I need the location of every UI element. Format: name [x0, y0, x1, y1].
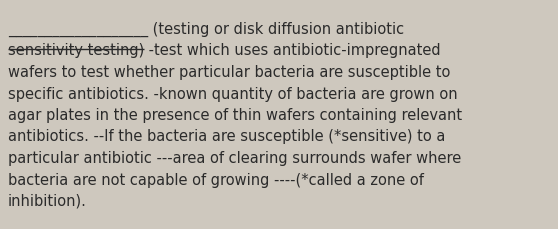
Text: antibiotics. --If the bacteria are susceptible (*sensitive) to a: antibiotics. --If the bacteria are susce…	[8, 129, 445, 144]
Text: particular antibiotic ---area of clearing surrounds wafer where: particular antibiotic ---area of clearin…	[8, 150, 461, 165]
Text: bacteria are not capable of growing ----(*called a zone of: bacteria are not capable of growing ----…	[8, 172, 424, 187]
Text: specific antibiotics. -known quantity of bacteria are grown on: specific antibiotics. -known quantity of…	[8, 86, 458, 101]
Text: agar plates in the presence of thin wafers containing relevant: agar plates in the presence of thin wafe…	[8, 108, 462, 123]
Text: inhibition).: inhibition).	[8, 193, 87, 208]
Text: ___________________: ___________________	[8, 22, 148, 37]
Text: -test which uses antibiotic-impregnated: -test which uses antibiotic-impregnated	[145, 43, 441, 58]
Text: sensitivity testing): sensitivity testing)	[8, 43, 145, 58]
Text: (testing or disk diffusion antibiotic: (testing or disk diffusion antibiotic	[148, 22, 404, 37]
Text: wafers to test whether particular bacteria are susceptible to: wafers to test whether particular bacter…	[8, 65, 450, 80]
